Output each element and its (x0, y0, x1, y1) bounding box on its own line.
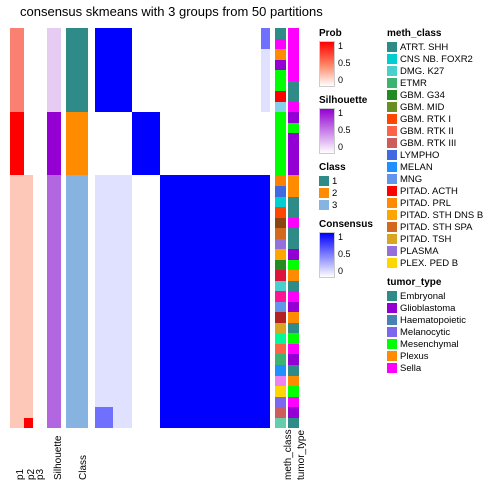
chart-title: consensus skmeans with 3 groups from 50 … (20, 4, 323, 19)
legend-area: Prob10.50Silhouette10.50Class123Consensu… (319, 28, 504, 382)
consensus-heatmap (95, 28, 270, 428)
x-label: Class (78, 455, 89, 480)
x-label: p1 (15, 469, 26, 480)
right-annotation-columns (275, 28, 299, 428)
x-label: p3 (35, 469, 46, 480)
x-label: Silhouette (53, 436, 64, 480)
x-label: tumor_type (296, 430, 307, 480)
left-annotation-columns (10, 28, 93, 428)
x-label: meth_class (283, 429, 294, 480)
